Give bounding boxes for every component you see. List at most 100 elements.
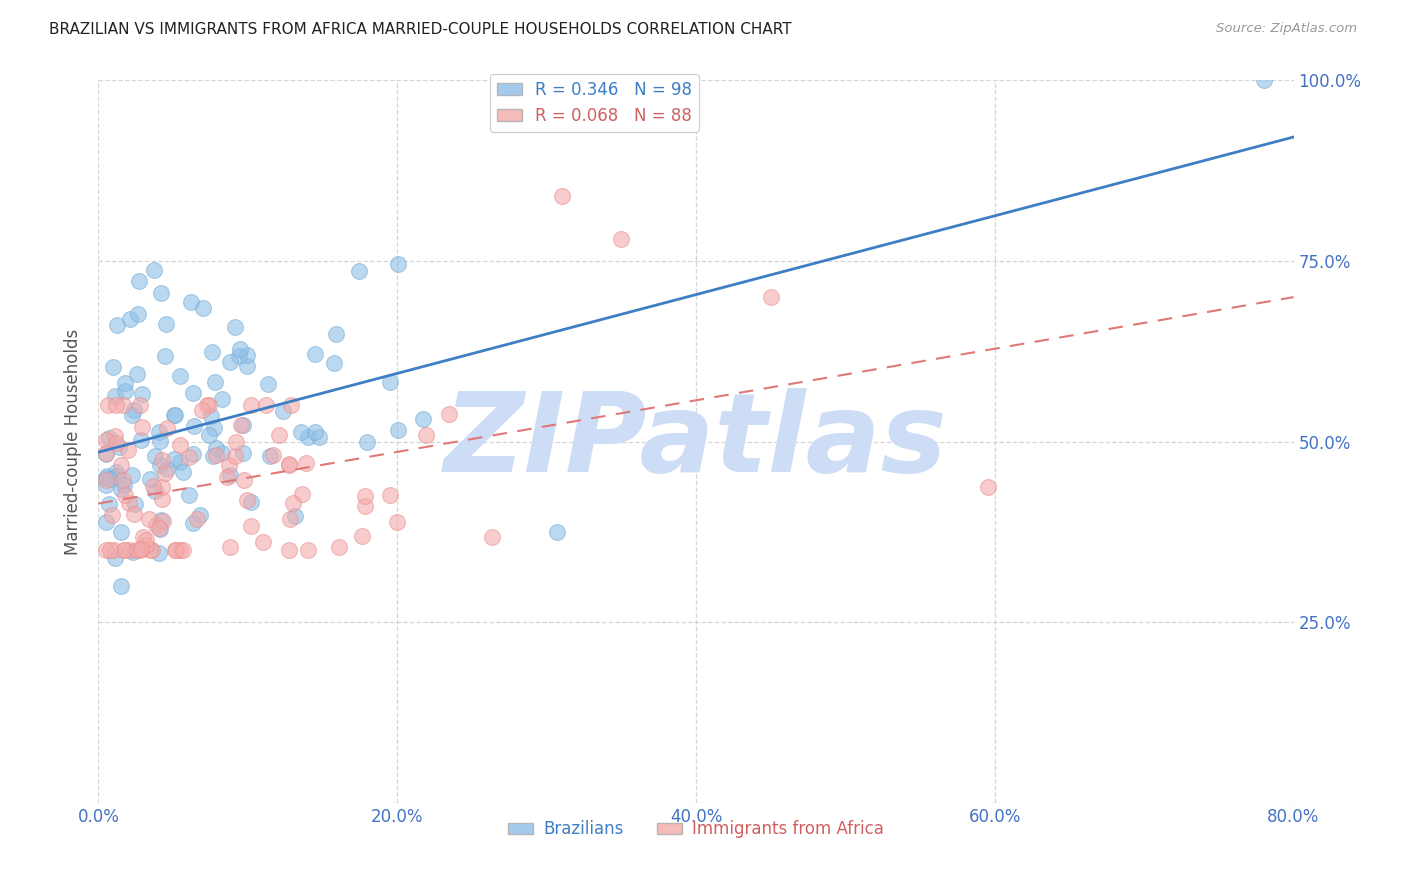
Point [94,478,117,492]
Point [278,542,301,557]
Point [278,458,301,473]
Point [112,473,135,487]
Point [124,497,146,511]
Point [163,409,186,423]
Point [110,458,132,472]
Point [132,531,155,545]
Point [297,430,319,444]
Point [148,546,170,560]
Point [129,542,152,557]
Point [131,420,153,434]
Point [110,524,132,539]
Point [142,478,165,492]
Point [169,455,191,469]
Point [281,496,304,510]
Point [165,542,187,557]
Point [150,453,173,467]
Point [143,449,166,463]
Point [163,451,186,466]
Point [114,376,136,391]
Point [977,480,1000,494]
Point [201,450,224,464]
Point [610,232,633,246]
Point [169,437,191,451]
Point [169,369,191,384]
Point [378,488,401,502]
Point [150,513,173,527]
Point [149,434,172,449]
Point [152,514,174,528]
Point [228,349,250,363]
Point [114,488,136,502]
Point [218,467,240,482]
Point [104,429,127,443]
Point [211,392,233,407]
Point [128,274,150,288]
Point [155,349,177,363]
Point [202,421,225,435]
Point [290,425,312,440]
Point [105,318,128,333]
Point [290,487,312,501]
Point [94,471,117,485]
Point [297,542,319,557]
Point [162,409,184,423]
Point [97,431,120,445]
Point [412,412,434,426]
Point [155,420,177,434]
Point [104,389,127,403]
Point [121,545,143,559]
Point [129,434,152,448]
Y-axis label: Married-couple Households: Married-couple Households [65,328,83,555]
Point [228,342,250,356]
Point [120,311,142,326]
Point [236,493,259,508]
Text: ZIPatlas: ZIPatlas [444,388,948,495]
Point [121,408,143,422]
Point [218,355,240,369]
Point [138,542,160,557]
Point [112,477,135,491]
Point [150,492,173,507]
Point [204,441,226,455]
Point [172,542,194,557]
Point [129,398,152,412]
Point [125,542,148,557]
Point [240,519,263,533]
Point [191,403,214,417]
Point [138,512,160,526]
Point [104,550,127,565]
Point [143,483,166,498]
Point [110,483,132,497]
Point [118,542,141,557]
Point [110,579,132,593]
Point [155,318,177,332]
Point [177,450,200,465]
Point [280,398,302,412]
Point [100,508,122,522]
Point [347,264,370,278]
Point [97,398,120,412]
Point [180,295,202,310]
Point [550,189,572,203]
Point [225,435,247,450]
Point [236,359,259,374]
Point [201,345,224,359]
Point [172,465,194,479]
Point [188,508,211,522]
Point [105,465,128,479]
Point [149,522,172,536]
Point [224,319,246,334]
Point [240,398,263,412]
Point [356,434,378,449]
Point [114,384,136,398]
Point [186,512,208,526]
Point [323,356,346,370]
Point [108,440,131,454]
Point [96,469,118,483]
Point [150,480,173,494]
Point [1253,73,1275,87]
Point [437,407,460,421]
Point [204,375,226,389]
Point [105,469,128,483]
